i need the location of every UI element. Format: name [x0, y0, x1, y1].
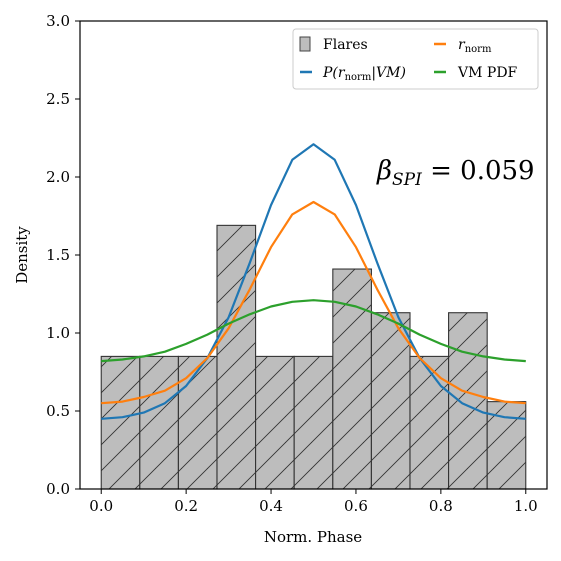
series-line-r-norm: [101, 200, 526, 405]
annotation-value: = 0.059: [422, 156, 535, 186]
legend-r-norm-sub: norm: [465, 44, 492, 55]
legend-label-r-norm: rnorm: [458, 37, 492, 55]
histogram-bar: [486, 401, 527, 490]
annotation-subscript: SPI: [392, 170, 422, 190]
x-axis-label: Norm. Phase: [264, 528, 362, 546]
series-line-p-r-norm-vm: [101, 143, 526, 420]
histogram-bar: [409, 355, 450, 490]
legend-label-vm-pdf: VM PDF: [457, 65, 518, 81]
legend: Flares rnorm P(rnorm|VM) VM PDF: [292, 28, 539, 90]
legend-p-vm-sub: norm: [345, 72, 372, 83]
legend-swatch-flares: [299, 36, 311, 52]
y-tick-label: 3.0: [46, 12, 70, 30]
curve-lines: [101, 143, 526, 420]
x-axis-ticks: 0.0 0.2 0.4 0.6 0.8 1.0: [89, 489, 538, 515]
x-tick-label: 0.2: [174, 497, 198, 515]
annotation-symbol: β: [376, 156, 392, 186]
x-tick-label: 0.0: [89, 497, 113, 515]
legend-label-p-vm: P(rnorm|VM): [322, 65, 406, 83]
legend-label-flares: Flares: [323, 37, 368, 53]
y-tick-label: 0.0: [46, 480, 70, 498]
series-line-vm-pdf: [101, 299, 526, 363]
y-tick-label: 0.5: [46, 402, 70, 420]
histogram-bar: [370, 312, 411, 490]
legend-p-vm-a: P(r: [322, 65, 346, 81]
histogram-bar: [448, 312, 488, 490]
histogram-bar: [139, 355, 179, 490]
histogram-bar: [100, 355, 141, 490]
histogram-bar: [255, 355, 295, 490]
beta-spi-annotation: βSPI = 0.059: [376, 156, 535, 190]
x-tick-label: 0.4: [259, 497, 283, 515]
legend-p-vm-b: |VM): [371, 65, 406, 81]
y-tick-label: 2.0: [46, 168, 70, 186]
histogram-bar: [293, 355, 334, 490]
y-tick-label: 1.5: [46, 246, 70, 264]
x-tick-label: 0.6: [344, 497, 368, 515]
x-tick-label: 0.8: [429, 497, 453, 515]
y-axis-ticks: 0.0 0.5 1.0 1.5 2.0 2.5 3.0: [46, 12, 80, 498]
x-tick-label: 1.0: [514, 497, 538, 515]
legend-frame: [292, 28, 539, 90]
y-tick-label: 1.0: [46, 324, 70, 342]
y-axis-label: Density: [13, 226, 31, 284]
histogram-bar: [216, 224, 257, 490]
legend-r-norm-main: r: [458, 37, 466, 53]
histogram-bars: [100, 224, 527, 490]
y-tick-label: 2.5: [46, 90, 70, 108]
histogram-bar: [177, 355, 218, 490]
